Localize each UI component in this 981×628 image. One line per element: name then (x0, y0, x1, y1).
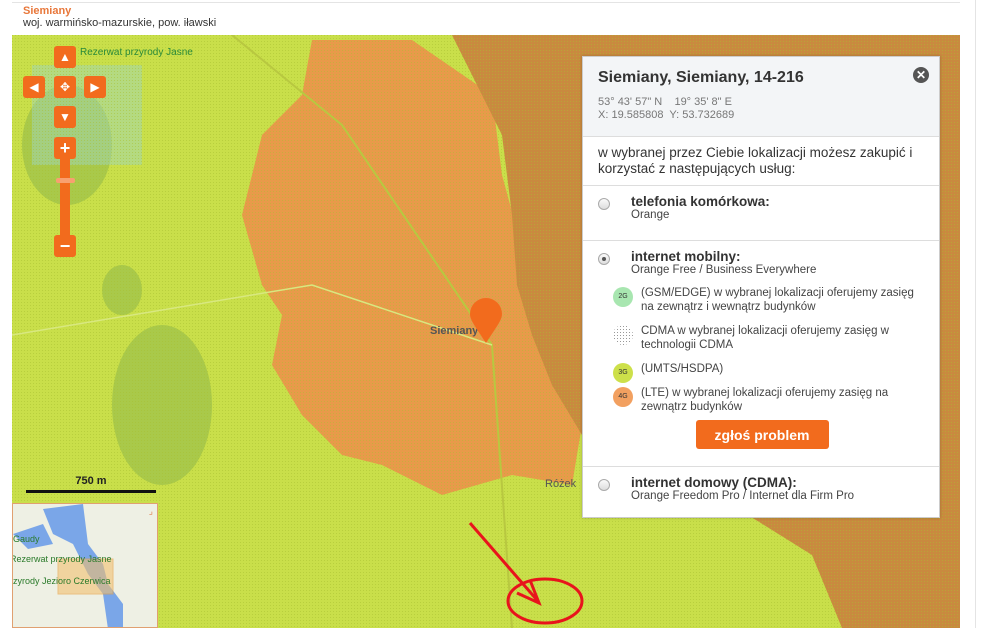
report-problem-button[interactable]: zgłoś problem (695, 420, 829, 449)
location-subtitle: woj. warmińsko-mazurskie, pow. iławski (23, 17, 217, 29)
service-radio[interactable] (598, 479, 610, 491)
popup-title: Siemiany, Siemiany, 14-216 (598, 69, 804, 86)
service-mobile-internet[interactable]: internet mobilny: Orange Free / Business… (583, 241, 939, 467)
pan-up-button[interactable]: ▲ (54, 46, 76, 68)
overview-label: przyrody Jezioro Czerwica (12, 576, 111, 586)
close-icon[interactable]: ✕ (913, 67, 929, 83)
zoom-in-button[interactable]: + (54, 137, 76, 159)
location-pin-icon[interactable] (469, 298, 503, 344)
plus-icon: + (59, 137, 71, 158)
overview-label: Rezerwat przyrody Jasne (12, 554, 112, 564)
pan-center-button[interactable]: ✥ (54, 76, 76, 98)
page-border (975, 0, 976, 628)
overview-map[interactable]: Gaudy Rezerwat przyrody Jasne przyrody J… (12, 503, 158, 628)
coordinates-xy: X: 19.585808 Y: 53.732689 (598, 109, 735, 121)
tech-2g: 2G (GSM/EDGE) w wybranej lokalizacji ofer… (613, 286, 929, 314)
collapse-overview-icon[interactable]: ⌟ (148, 506, 153, 516)
service-name: internet mobilny: (631, 249, 741, 264)
service-radio[interactable] (598, 198, 610, 210)
3g-badge-icon: 3G (613, 363, 633, 383)
service-desc: Orange (631, 209, 670, 221)
zoom-out-button[interactable]: − (54, 235, 76, 257)
pan-left-button[interactable]: ◀ (23, 76, 45, 98)
move-icon: ✥ (59, 80, 71, 94)
arrow-up-icon: ▲ (59, 50, 71, 64)
annotation-circle (506, 577, 584, 625)
service-mobile-telephony[interactable]: telefonia komórkowa: Orange (583, 186, 939, 241)
2g-badge-icon: 2G (613, 287, 633, 307)
service-name: internet domowy (CDMA): (631, 475, 797, 490)
minus-icon: − (59, 235, 71, 256)
map-label-reserve: Rezerwat przyrody Jasne (80, 47, 193, 58)
pan-right-button[interactable]: ▶ (84, 76, 106, 98)
location-popup: Siemiany, Siemiany, 14-216 53° 43' 57" N… (582, 56, 940, 518)
map-label-village: Siemiany (430, 325, 479, 337)
tech-3g: 3G (UMTS/HSDPA) (613, 362, 929, 383)
coordinates-dms: 53° 43' 57" N 19° 35' 8" E (598, 96, 732, 108)
service-home-internet[interactable]: internet domowy (CDMA): Orange Freedom P… (583, 467, 939, 510)
4g-badge-icon: 4G (613, 387, 633, 407)
top-divider (12, 2, 960, 3)
location-title: Siemiany (23, 5, 72, 17)
scale-bar: 750 m (26, 475, 156, 493)
overview-label: Gaudy (13, 534, 40, 544)
annotation-arrow (468, 522, 542, 606)
zoom-slider-handle[interactable] (56, 178, 75, 183)
zoom-slider[interactable] (60, 159, 70, 249)
arrow-down-icon: ▼ (59, 110, 71, 124)
cdma-dots-icon (613, 325, 633, 345)
tech-cdma: CDMA w wybranej lokalizacji oferujemy za… (613, 324, 929, 352)
arrow-left-icon: ◀ (29, 80, 39, 94)
scale-label: 750 m (75, 475, 107, 487)
service-desc: Orange Freedom Pro / Internet dla Firm P… (631, 490, 855, 502)
service-radio[interactable] (598, 253, 610, 265)
popup-intro: w wybranej przez Ciebie lokalizacji może… (583, 137, 939, 186)
service-name: telefonia komórkowa: (631, 194, 770, 209)
map-label-other: Różek (545, 478, 577, 490)
tech-4g: 4G (LTE) w wybranej lokalizacji oferujemy… (613, 386, 929, 414)
service-desc: Orange Free / Business Everywhere (631, 264, 817, 276)
arrow-right-icon: ▶ (90, 80, 100, 94)
pan-down-button[interactable]: ▼ (54, 106, 76, 128)
